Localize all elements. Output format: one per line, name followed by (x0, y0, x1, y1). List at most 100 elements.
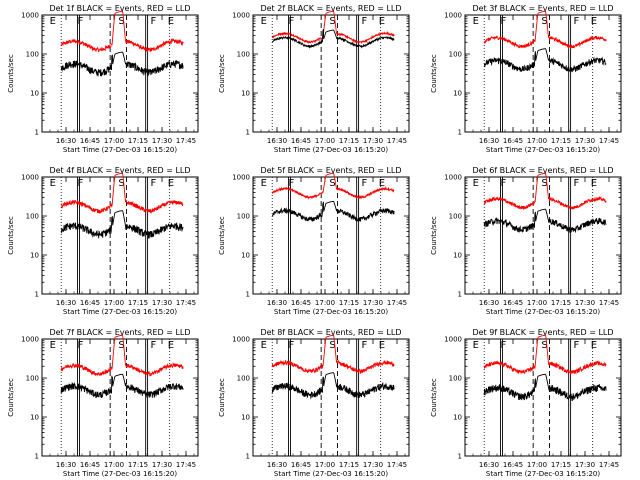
series-events (271, 28, 395, 50)
series-events (271, 372, 395, 400)
x-tick-label: 16:30 (56, 299, 76, 307)
x-tick-label: 17:00 (315, 137, 335, 145)
y-axis-label: Counts/sec (7, 378, 15, 417)
event-marker-e: E (379, 16, 385, 27)
event-marker-s: S (118, 340, 124, 351)
event-marker-f: F (573, 178, 579, 189)
x-tick-label: 17:45 (176, 461, 196, 469)
plot-frame (41, 338, 199, 457)
x-tick-label: 16:45 (291, 461, 311, 469)
event-marker-e: E (591, 340, 597, 351)
series-events (483, 48, 607, 73)
x-tick-label: 17:30 (152, 299, 172, 307)
y-axis-label: Counts/sec (430, 216, 438, 255)
series-events (60, 373, 184, 399)
x-tick-label: 17:00 (104, 137, 124, 145)
chart-title: Det 9f BLACK = Events, RED = LLD (472, 328, 613, 337)
event-marker-s: S (118, 16, 124, 27)
y-tick-label: 1000 (232, 174, 250, 182)
x-tick-label: 17:15 (128, 299, 148, 307)
event-marker-f: F (78, 178, 84, 189)
x-tick-label: 17:45 (387, 299, 407, 307)
y-axis-label: Counts/sec (218, 216, 226, 255)
chart-panel-4: Det 4f BLACK = Events, RED = LLD 1 10 100 10… (7, 166, 199, 316)
x-tick-label: 17:45 (599, 137, 619, 145)
series-lld (272, 172, 395, 200)
x-tick-label: 17:00 (527, 137, 547, 145)
y-tick-label: 100 (237, 51, 250, 59)
x-tick-label: 16:30 (479, 299, 499, 307)
x-tick-label: 17:15 (551, 461, 571, 469)
event-marker-e: E (473, 16, 479, 27)
y-tick-label: 100 (26, 375, 39, 383)
event-marker-e: E (591, 16, 597, 27)
series-lld (483, 334, 607, 376)
plot-frame (464, 14, 622, 133)
event-marker-e: E (379, 178, 385, 189)
series-events (483, 208, 607, 234)
series-events (60, 210, 184, 239)
y-tick-label: 10 (241, 90, 250, 98)
x-tick-label: 17:30 (363, 299, 383, 307)
y-tick-label: 1 (458, 453, 462, 461)
series-lld (271, 10, 395, 45)
event-marker-e: E (379, 340, 385, 351)
x-tick-label: 17:45 (387, 461, 407, 469)
y-tick-label: 100 (449, 51, 462, 59)
event-marker-f: F (361, 340, 367, 351)
chart-title: Det 6f BLACK = Events, RED = LLD (472, 166, 613, 175)
y-tick-label: 10 (453, 414, 462, 422)
event-marker-f: F (289, 16, 295, 27)
x-tick-label: 16:30 (56, 137, 76, 145)
y-tick-label: 100 (26, 213, 39, 221)
event-marker-f: F (573, 340, 579, 351)
y-tick-label: 1 (35, 129, 39, 137)
series-lld (483, 10, 607, 50)
y-tick-label: 1 (246, 291, 250, 299)
event-marker-e: E (473, 340, 479, 351)
y-tick-label: 1000 (444, 336, 462, 344)
x-tick-label: 17:15 (128, 137, 148, 145)
event-marker-e: E (168, 340, 174, 351)
series-lld (60, 10, 184, 53)
x-tick-label: 17:15 (551, 299, 571, 307)
x-axis-label: Start Time (27-Dec-03 16:15:20) (63, 146, 177, 154)
x-tick-label: 16:45 (80, 299, 100, 307)
event-marker-f: F (150, 340, 156, 351)
event-marker-e: E (50, 16, 56, 27)
y-tick-label: 100 (449, 213, 462, 221)
y-tick-label: 100 (26, 51, 39, 59)
plot-frame (41, 176, 199, 295)
x-tick-label: 16:30 (267, 299, 287, 307)
y-tick-label: 1000 (232, 336, 250, 344)
x-tick-label: 16:30 (479, 461, 499, 469)
event-marker-e: E (168, 178, 174, 189)
chart-title: Det 7f BLACK = Events, RED = LLD (49, 328, 190, 337)
event-marker-s: S (541, 340, 547, 351)
y-tick-label: 1 (35, 453, 39, 461)
x-axis-label: Start Time (27-Dec-03 16:15:20) (486, 146, 600, 154)
x-axis-label: Start Time (27-Dec-03 16:15:20) (63, 470, 177, 478)
y-axis-label: Counts/sec (430, 54, 438, 93)
x-tick-label: 16:45 (503, 461, 523, 469)
x-axis-label: Start Time (27-Dec-03 16:15:20) (274, 146, 388, 154)
event-marker-f: F (78, 340, 84, 351)
x-tick-label: 17:30 (363, 461, 383, 469)
x-tick-label: 16:30 (56, 461, 76, 469)
event-marker-f: F (501, 340, 507, 351)
series-events (271, 200, 395, 223)
event-marker-f: F (573, 16, 579, 27)
x-tick-label: 17:00 (527, 461, 547, 469)
y-tick-label: 1000 (21, 336, 39, 344)
series-lld (483, 172, 607, 210)
x-axis-label: Start Time (27-Dec-03 16:15:20) (486, 308, 600, 316)
plot-frame (252, 14, 410, 133)
y-tick-label: 1 (35, 291, 39, 299)
event-marker-f: F (78, 16, 84, 27)
series-events (483, 373, 607, 401)
y-tick-label: 10 (453, 90, 462, 98)
event-marker-e: E (261, 178, 267, 189)
event-marker-f: F (150, 178, 156, 189)
y-tick-label: 10 (30, 252, 39, 260)
